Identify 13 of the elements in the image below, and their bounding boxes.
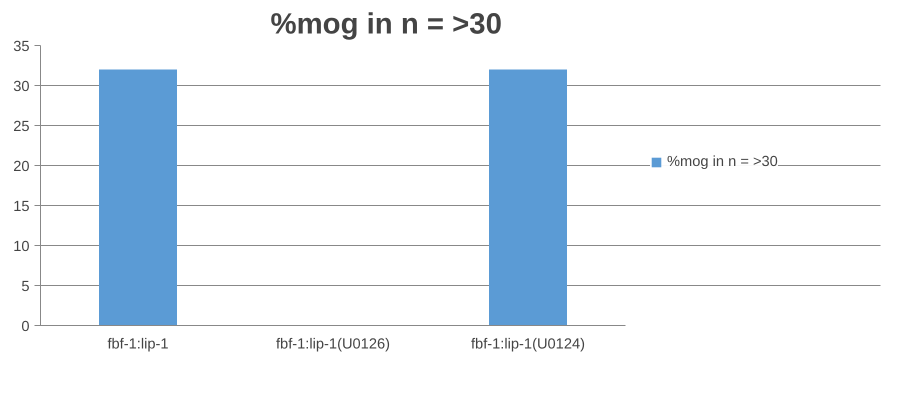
x-tick-label: fbf-1:lip-1(U0124) bbox=[470, 336, 586, 352]
y-tick-label: 5 bbox=[21, 279, 30, 295]
y-tick-label: 15 bbox=[13, 199, 30, 215]
x-tick-label: fbf-1:lip-1 bbox=[107, 336, 169, 352]
x-tick-label: fbf-1:lip-1(U0126) bbox=[276, 336, 390, 352]
y-tick-label: 10 bbox=[13, 239, 30, 255]
y-tick-label: 25 bbox=[13, 119, 30, 135]
y-tick-label: 35 bbox=[13, 39, 30, 55]
y-tick-label: 30 bbox=[13, 79, 30, 95]
y-tick-label: 20 bbox=[13, 159, 30, 175]
chart-title: %mog in n = >30 bbox=[270, 8, 502, 40]
legend-label: %mog in n = >30 bbox=[667, 154, 778, 170]
y-tick-label: 0 bbox=[21, 319, 30, 335]
